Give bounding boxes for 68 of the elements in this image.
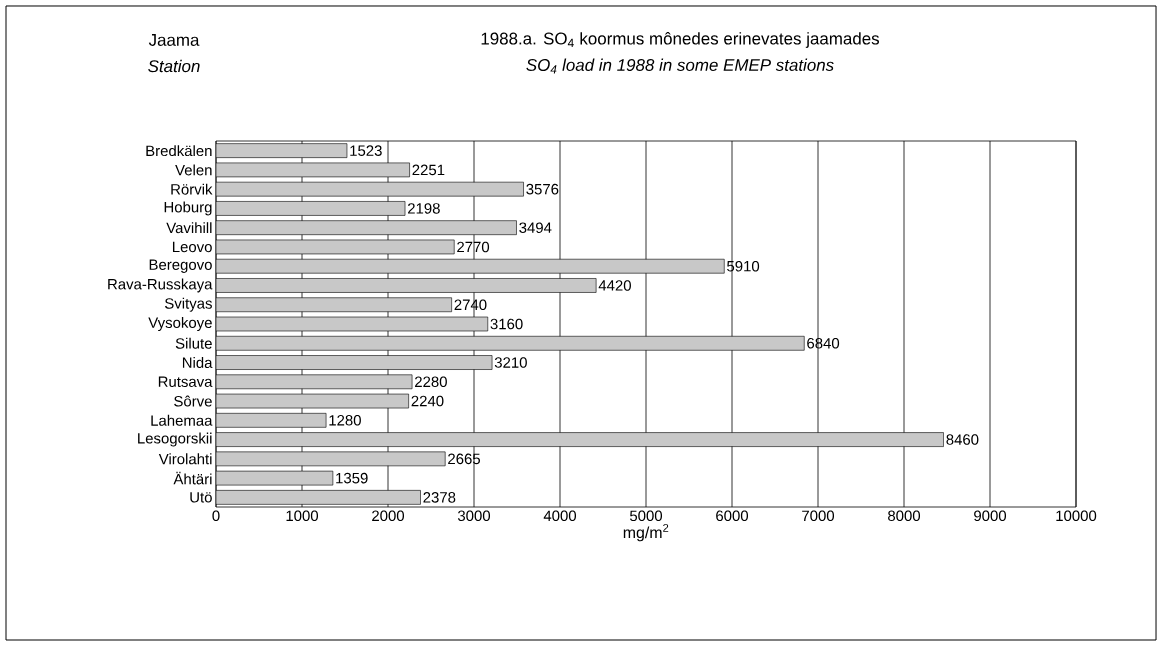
- y-tick-label: Utö: [190, 492, 212, 503]
- y-tick-label: Rava-Russkaya: [108, 278, 213, 293]
- y-tick-label: Virolahti: [158, 453, 212, 465]
- x-tick-label: 10000: [1056, 510, 1097, 522]
- bar: [216, 201, 406, 216]
- data-label: 3210: [494, 357, 527, 368]
- data-label: 2240: [411, 395, 444, 407]
- data-label: 2280: [415, 376, 447, 388]
- bar: [216, 258, 725, 274]
- bar: [216, 143, 348, 158]
- chart-subtitle: SO$_{4}$ load in 1988 in some EMEP stations: [526, 58, 834, 74]
- x-tick-label: 6000: [716, 510, 749, 522]
- y-tick-label: Sôrve: [174, 395, 212, 407]
- x-tick-label: 4000: [543, 510, 577, 522]
- data-label: 6840: [807, 337, 840, 349]
- x-tick-label: 1000: [286, 510, 319, 522]
- y-tick-label: Vysokoye: [148, 317, 212, 331]
- y-tick-label: Hoburg: [164, 201, 212, 216]
- data-label: 8460: [946, 434, 979, 445]
- y-tick-label: Beregovo: [149, 259, 212, 273]
- x-tick-label: 9000: [974, 510, 1007, 522]
- y-tick-label: Silute: [175, 337, 212, 349]
- data-label: 2198: [407, 203, 440, 214]
- data-label: 2378: [423, 492, 456, 503]
- y-tick-label: Ähtäri: [173, 471, 212, 485]
- bar: [216, 490, 421, 505]
- data-label: 2665: [448, 453, 481, 465]
- bar: [216, 432, 944, 447]
- y-tick-label: Vavihill: [166, 222, 212, 234]
- text: Jaama: [148, 34, 200, 46]
- x-axis-title: mg/m$^{2}$: [623, 523, 669, 542]
- data-label: 5910: [727, 260, 760, 272]
- bar: [216, 181, 524, 197]
- bar: [216, 355, 493, 370]
- bar: [216, 374, 413, 390]
- y-tick-label: Lahemaa: [151, 414, 213, 426]
- y-tick-label: Rörvik: [171, 183, 213, 195]
- x-tick-label: 3000: [457, 510, 491, 522]
- x-tick-label: 0: [212, 510, 220, 522]
- data-label: 1523: [350, 145, 382, 156]
- y-tick-label: Lesogorskii: [138, 432, 212, 447]
- x-tick-label: 2000: [372, 510, 405, 522]
- x-tick-label: 7000: [802, 510, 835, 522]
- data-label: 3160: [490, 318, 523, 330]
- y-tick-label: Bredkälen: [146, 145, 212, 157]
- data-label: 1359: [336, 472, 368, 484]
- y-tick-label: Velen: [175, 164, 212, 176]
- bar: [216, 335, 805, 351]
- text: Station: [148, 59, 200, 73]
- bar: [216, 413, 327, 428]
- chart-title: 1988.a. SO$_{4}$ koormus mônedes erinevates jaamades: [481, 32, 880, 48]
- x-tick-label: 8000: [888, 510, 921, 522]
- data-label: 4420: [598, 280, 631, 291]
- data-label: 3494: [519, 222, 552, 233]
- data-label: 3576: [526, 183, 559, 195]
- y-tick-label: Rutsava: [158, 376, 213, 387]
- data-label: 2770: [457, 241, 490, 253]
- data-label: 2251: [412, 164, 445, 176]
- y-tick-label: Leovo: [172, 241, 212, 253]
- y-tick-label: Nida: [182, 357, 213, 369]
- x-tick-label: 5000: [629, 510, 663, 522]
- y-tick-label: Svityas: [164, 297, 212, 312]
- bar: [216, 278, 597, 293]
- bar: [216, 220, 517, 235]
- data-label: 2740: [454, 299, 487, 311]
- bar: [216, 451, 446, 467]
- data-label: 1280: [329, 415, 361, 426]
- bar: [216, 297, 452, 313]
